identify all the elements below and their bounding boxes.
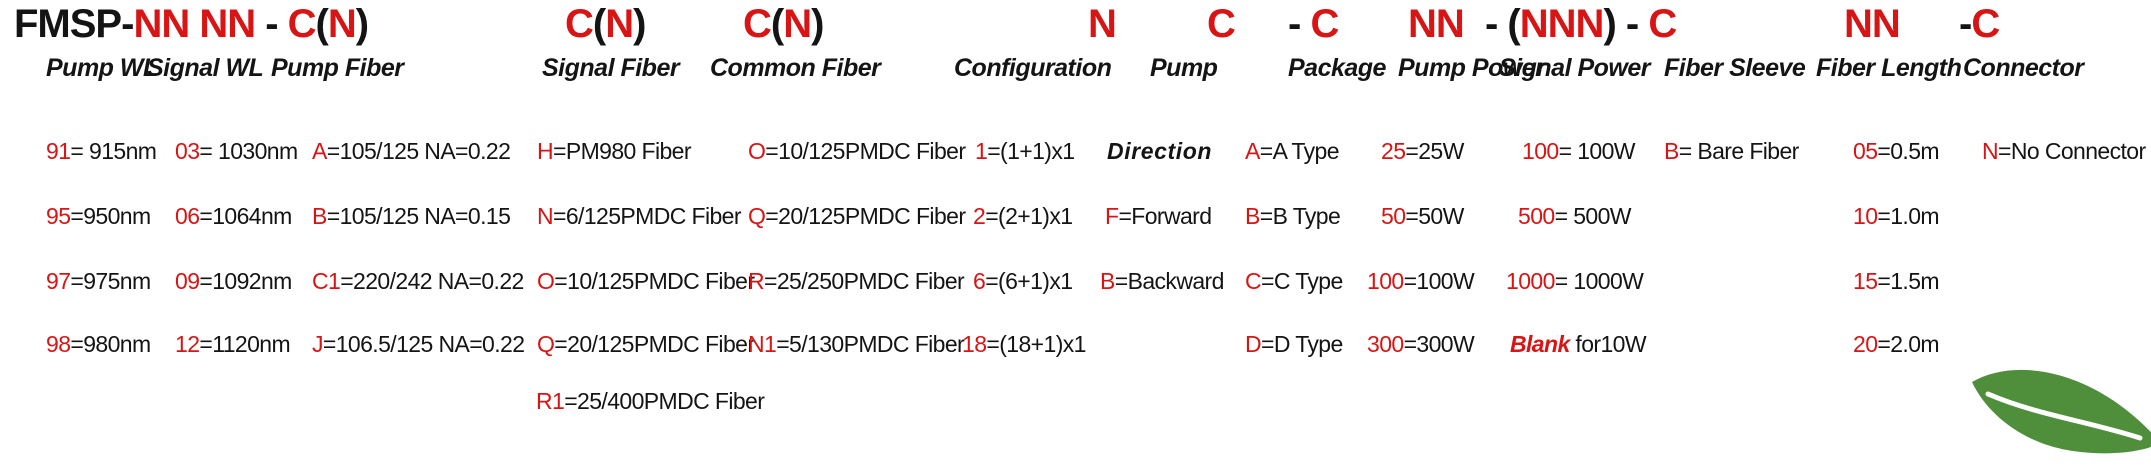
cell-signal-fiber-o: O=10/125PMDC Fiber: [537, 268, 755, 294]
cell-pump-fiber-b: B=105/125 NA=0.15: [312, 203, 511, 229]
cell-config-1: 1=(1+1)x1: [975, 138, 1075, 164]
cell-pump-wl-98: 98=980nm: [46, 331, 151, 357]
label-pump-direction: Direction: [1107, 138, 1213, 164]
cell-common-fiber-r: R=25/250PMDC Fiber: [748, 268, 965, 294]
cell-signal-power-blank: Blank for10W: [1510, 331, 1647, 357]
code-segment-pump-power: NN: [1408, 2, 1465, 46]
code-segment-package: - C: [1288, 2, 1339, 46]
cell-signal-wl-12: 12=1120nm: [175, 331, 291, 357]
cell-fiber-length-10: 10=1.0m: [1853, 203, 1940, 229]
cell-signal-fiber-r1: R1=25/400PMDC Fiber: [536, 388, 765, 414]
cell-signal-fiber-n: N=6/125PMDC Fiber: [537, 203, 742, 229]
code-segment-base: FMSP-NN NN - C(N): [14, 2, 369, 46]
cell-pump-wl-95: 95=950nm: [46, 203, 151, 229]
header-pump: Pump: [1150, 54, 1218, 82]
ordering-code-diagram: FMSP-NN NN - C(N) C(N) C(N) N C - C NN -…: [14, 2, 2151, 454]
leaf-icon: [1962, 352, 2151, 462]
header-signal-power: Signal Power: [1499, 54, 1650, 82]
cell-common-fiber-o: O=10/125PMDC Fiber: [748, 138, 966, 164]
cell-signal-fiber-h: H=PM980 Fiber: [537, 138, 692, 164]
header-connector: Connector: [1963, 54, 2084, 82]
cell-signal-power-500: 500= 500W: [1518, 203, 1631, 229]
cell-signal-power-100: 100= 100W: [1522, 138, 1635, 164]
code-segment-configuration: N: [1088, 2, 1117, 46]
cell-pump-power-100: 100=100W: [1367, 268, 1475, 294]
code-segment-pump: C: [1207, 2, 1236, 46]
cell-signal-power-1000: 1000= 1000W: [1506, 268, 1644, 294]
cell-common-fiber-q: Q=20/125PMDC Fiber: [748, 203, 966, 229]
cell-pump-fiber-j: J=106.5/125 NA=0.22: [312, 331, 525, 357]
code-segment-fiber-length: NN: [1844, 2, 1901, 46]
code-prefix: FMSP-: [14, 2, 134, 46]
cell-signal-wl-06: 06=1064nm: [175, 203, 292, 229]
cell-package-a: A=A Type: [1245, 138, 1340, 164]
header-fiber-length: Fiber Length: [1816, 54, 1962, 82]
code-segment-signal-power-sleeve: - (NNN) - C: [1485, 2, 1677, 46]
cell-pump-backward: B=Backward: [1100, 268, 1224, 294]
header-pump-power: Pump Power: [1398, 54, 1545, 82]
cell-config-18: 18=(18+1)x1: [962, 331, 1086, 357]
cell-pump-power-25: 25=25W: [1381, 138, 1464, 164]
header-fiber-sleeve: Fiber Sleeve: [1664, 54, 1806, 82]
cell-common-fiber-n1: N1=5/130PMDC Fiber: [748, 331, 965, 357]
cell-connector-n: N=No Connector: [1982, 138, 2146, 164]
cell-fiber-length-15: 15=1.5m: [1853, 268, 1940, 294]
header-signal-fiber: Signal Fiber: [542, 54, 680, 82]
cell-pump-forward: F=Forward: [1105, 203, 1212, 229]
cell-signal-wl-03: 03= 1030nm: [175, 138, 298, 164]
code-segment-common-fiber: C(N): [743, 2, 824, 46]
code-segment-connector: -C: [1959, 2, 2000, 46]
header-pump-wl: Pump WL: [46, 54, 158, 82]
cell-pump-fiber-a: A=105/125 NA=0.22: [312, 138, 511, 164]
header-configuration: Configuration: [954, 54, 1112, 82]
header-pump-fiber: Pump Fiber: [271, 54, 404, 82]
cell-pump-wl-91: 91= 915nm: [46, 138, 157, 164]
header-package: Package: [1288, 54, 1386, 82]
cell-package-c: C=C Type: [1245, 268, 1343, 294]
cell-package-d: D=D Type: [1245, 331, 1343, 357]
cell-pump-power-50: 50=50W: [1381, 203, 1464, 229]
cell-pump-fiber-c1: C1=220/242 NA=0.22: [312, 268, 524, 294]
header-signal-wl: Signal WL: [147, 54, 264, 82]
cell-signal-wl-09: 09=1092nm: [175, 268, 292, 294]
cell-package-b: B=B Type: [1245, 203, 1341, 229]
cell-fiber-sleeve-b: B= Bare Fiber: [1664, 138, 1799, 164]
cell-config-6: 6=(6+1)x1: [973, 268, 1073, 294]
cell-fiber-length-05: 05=0.5m: [1853, 138, 1940, 164]
cell-pump-power-300: 300=300W: [1367, 331, 1475, 357]
cell-config-2: 2=(2+1)x1: [973, 203, 1073, 229]
cell-signal-fiber-q: Q=20/125PMDC Fiber: [537, 331, 755, 357]
code-segment-signal-fiber: C(N): [565, 2, 646, 46]
header-common-fiber: Common Fiber: [710, 54, 881, 82]
cell-fiber-length-20: 20=2.0m: [1853, 331, 1940, 357]
cell-pump-wl-97: 97=975nm: [46, 268, 151, 294]
